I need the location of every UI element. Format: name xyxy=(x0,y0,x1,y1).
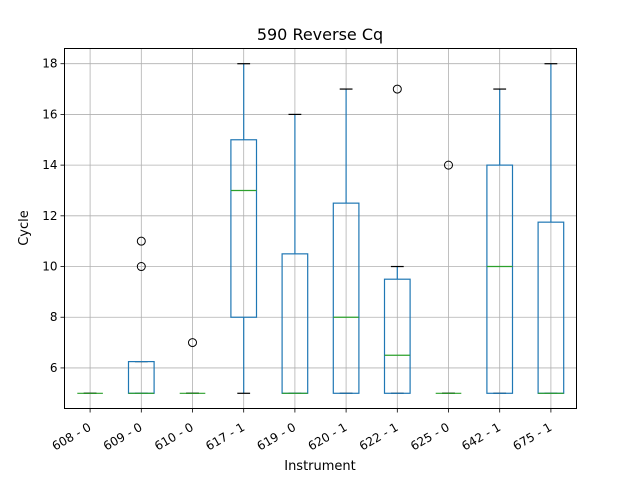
y-axis-label: Cycle xyxy=(17,210,32,246)
x-tick-label: 619 - 0 xyxy=(254,420,298,453)
outlier-point xyxy=(188,338,197,348)
box-item xyxy=(179,338,206,394)
outlier-point xyxy=(444,160,453,170)
box-item xyxy=(537,63,565,394)
outlier-point xyxy=(392,84,402,94)
box-item xyxy=(486,88,514,394)
x-tick-label: 622 - 1 xyxy=(357,420,401,453)
y-tick-label: 14 xyxy=(42,158,57,172)
x-tick-label: 608 - 0 xyxy=(50,420,94,453)
x-tick-label: 642 - 1 xyxy=(459,420,503,453)
y-tick-label: 16 xyxy=(42,107,57,121)
outlier-point xyxy=(136,262,146,272)
box-item xyxy=(230,63,258,394)
y-tick-label: 18 xyxy=(42,57,57,71)
box-rect xyxy=(383,278,411,394)
box-item xyxy=(383,84,411,394)
x-axis-ticks: 608 - 0 609 - 0 610 - 0 617 - 1 619 - 0 620 -… xyxy=(50,408,554,453)
y-axis-ticks: 6 8 10 12 14 16 18 xyxy=(42,57,65,375)
y-tick-label: 10 xyxy=(42,260,57,274)
box-item xyxy=(281,113,309,394)
box-series xyxy=(77,63,565,394)
y-tick-label: 8 xyxy=(50,310,58,324)
x-tick-label: 609 - 0 xyxy=(101,420,145,453)
y-tick-label: 6 xyxy=(50,361,58,375)
x-tick-label: 620 - 1 xyxy=(306,420,350,453)
outlier-point xyxy=(136,236,146,246)
x-tick-label: 617 - 1 xyxy=(203,420,247,453)
x-tick-label: 625 - 0 xyxy=(408,420,452,453)
box-rect xyxy=(486,164,514,394)
chart-title: 590 Reverse Cq xyxy=(257,25,383,44)
x-tick-label: 610 - 0 xyxy=(152,420,196,453)
x-tick-label: 675 - 1 xyxy=(510,420,554,453)
y-tick-label: 12 xyxy=(42,209,57,223)
box-item xyxy=(332,88,360,394)
box-item xyxy=(127,236,155,394)
box-rect xyxy=(332,202,360,394)
box-rect xyxy=(230,139,258,318)
plot-frame xyxy=(64,48,577,409)
x-axis-label: Instrument xyxy=(284,459,356,474)
box-item xyxy=(435,160,462,394)
